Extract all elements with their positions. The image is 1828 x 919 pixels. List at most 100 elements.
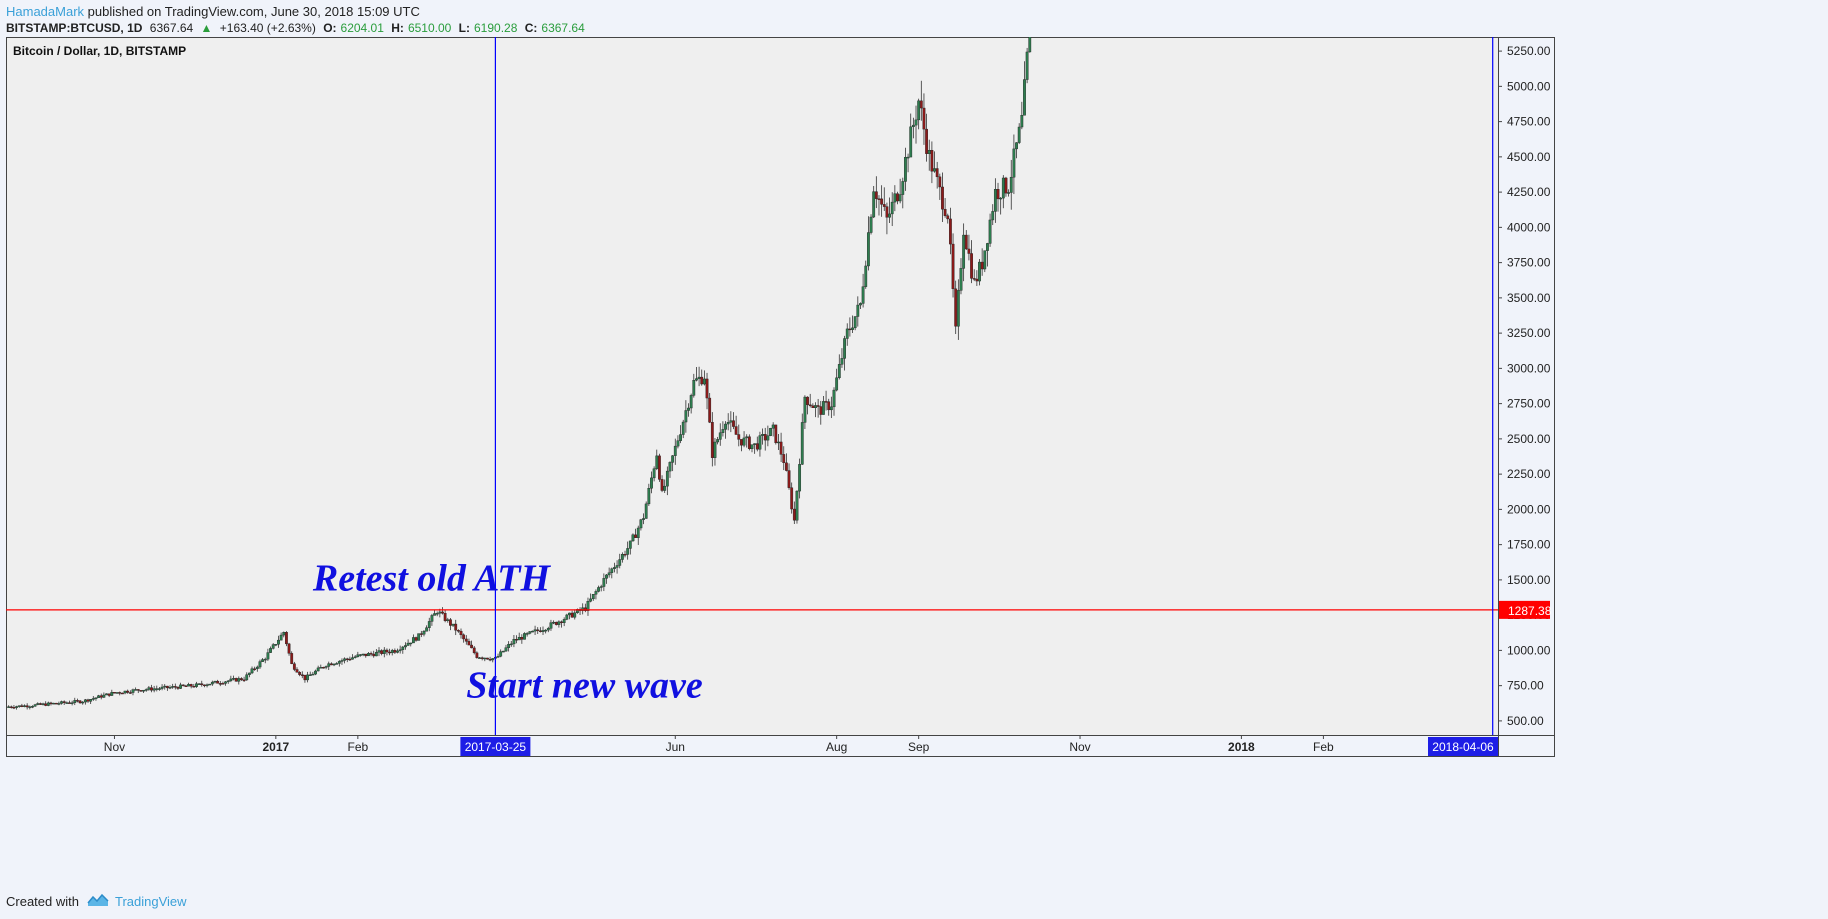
candle-down bbox=[234, 678, 238, 682]
candle-up bbox=[250, 668, 254, 674]
candle-up bbox=[800, 422, 804, 465]
open-label: O: bbox=[323, 21, 337, 35]
y-tick-label: 5000.00 bbox=[1507, 79, 1551, 93]
candle-up bbox=[306, 674, 309, 681]
level-price-label: 1287.38 bbox=[1508, 604, 1552, 618]
candle-down bbox=[345, 658, 349, 660]
candle-up bbox=[642, 518, 645, 520]
candle-down bbox=[816, 405, 820, 407]
candle-down bbox=[779, 441, 783, 455]
candle-up bbox=[613, 567, 616, 569]
candle-down bbox=[12, 707, 16, 709]
chart-frame bbox=[6, 37, 1555, 757]
candle-up bbox=[589, 598, 593, 602]
close-label: C: bbox=[524, 21, 538, 35]
candle-down bbox=[790, 487, 794, 510]
candle-up bbox=[147, 687, 151, 690]
candle-up bbox=[232, 678, 235, 680]
candle-up bbox=[197, 683, 201, 685]
candle-up bbox=[499, 651, 503, 657]
candle-up bbox=[695, 378, 698, 381]
price-axis-area bbox=[1498, 37, 1555, 735]
candle-up bbox=[382, 649, 386, 654]
candle-up bbox=[993, 189, 997, 212]
candle-up bbox=[832, 389, 836, 408]
candle-down bbox=[520, 637, 524, 640]
candle-down bbox=[623, 554, 627, 556]
candle-up bbox=[123, 690, 127, 694]
candle-up bbox=[1001, 177, 1005, 199]
tradingview-logo-icon bbox=[87, 893, 109, 910]
candle-up bbox=[911, 124, 915, 128]
candle-up bbox=[795, 490, 799, 521]
candle-up bbox=[568, 612, 571, 616]
candle-up bbox=[433, 613, 436, 616]
candle-up bbox=[478, 657, 481, 659]
candle-down bbox=[388, 651, 391, 654]
x-tick-label: Feb bbox=[347, 740, 368, 754]
candle-up bbox=[586, 601, 590, 611]
candle-down bbox=[441, 611, 444, 614]
candle-down bbox=[44, 703, 48, 706]
close-value: 6367.64 bbox=[541, 21, 585, 35]
high-label: H: bbox=[391, 21, 404, 35]
candle-up bbox=[745, 436, 749, 439]
candle-down bbox=[943, 208, 947, 216]
candle-up bbox=[512, 638, 516, 645]
candle-down bbox=[634, 534, 638, 538]
candle-up bbox=[914, 119, 918, 126]
footer: Created with TradingView bbox=[6, 893, 187, 910]
y-tick-label: 500.00 bbox=[1507, 714, 1544, 728]
candle-up bbox=[798, 464, 802, 492]
candle-up bbox=[36, 703, 40, 705]
candle-down bbox=[242, 679, 246, 682]
candle-up bbox=[628, 540, 632, 549]
candle-down bbox=[136, 689, 140, 691]
candle-up bbox=[605, 574, 608, 579]
candle-down bbox=[660, 479, 664, 491]
candle-up bbox=[769, 428, 772, 436]
candle-up bbox=[562, 619, 566, 623]
candle-down bbox=[827, 401, 831, 411]
candle-up bbox=[546, 628, 550, 631]
candle-up bbox=[692, 380, 696, 396]
ohlc-line: BITSTAMP:BTCUSD, 1D 6367.64 ▲ +163.40 (+… bbox=[6, 21, 585, 35]
candle-down bbox=[784, 462, 788, 471]
candle-down bbox=[126, 690, 130, 693]
candle-down bbox=[938, 176, 942, 188]
open-value: 6204.01 bbox=[340, 21, 384, 35]
y-tick-label: 2250.00 bbox=[1507, 467, 1551, 481]
candle-down bbox=[819, 406, 823, 415]
candle-down bbox=[290, 653, 294, 664]
candle-up bbox=[401, 646, 405, 650]
candle-down bbox=[930, 150, 934, 172]
candle-down bbox=[200, 683, 204, 686]
candle-up bbox=[282, 632, 286, 636]
candle-up bbox=[91, 698, 95, 700]
candle-down bbox=[86, 699, 90, 702]
candle-up bbox=[909, 126, 913, 158]
candle-up bbox=[279, 634, 283, 641]
candle-up bbox=[155, 688, 159, 690]
candle-down bbox=[393, 650, 397, 653]
candle-up bbox=[41, 703, 45, 705]
candle-up bbox=[168, 687, 172, 689]
author-link[interactable]: HamadaMark bbox=[6, 4, 85, 19]
level-price-badge bbox=[1499, 600, 1550, 619]
y-tick-label: 4250.00 bbox=[1507, 185, 1551, 199]
candle-down bbox=[203, 684, 206, 687]
tradingview-link[interactable]: TradingView bbox=[114, 894, 187, 909]
high-value: 6510.00 bbox=[407, 21, 452, 35]
x-tick-label: Jun bbox=[666, 740, 685, 754]
candle-up bbox=[856, 304, 860, 317]
candle-up bbox=[859, 303, 862, 306]
candle-down bbox=[165, 685, 169, 689]
candle-down bbox=[787, 470, 791, 488]
date-badge bbox=[1428, 737, 1498, 756]
candle-down bbox=[808, 404, 812, 407]
candle-up bbox=[94, 697, 98, 699]
candle-down bbox=[824, 401, 828, 403]
candle-up bbox=[853, 316, 857, 329]
y-tick-label: 2750.00 bbox=[1507, 397, 1551, 411]
